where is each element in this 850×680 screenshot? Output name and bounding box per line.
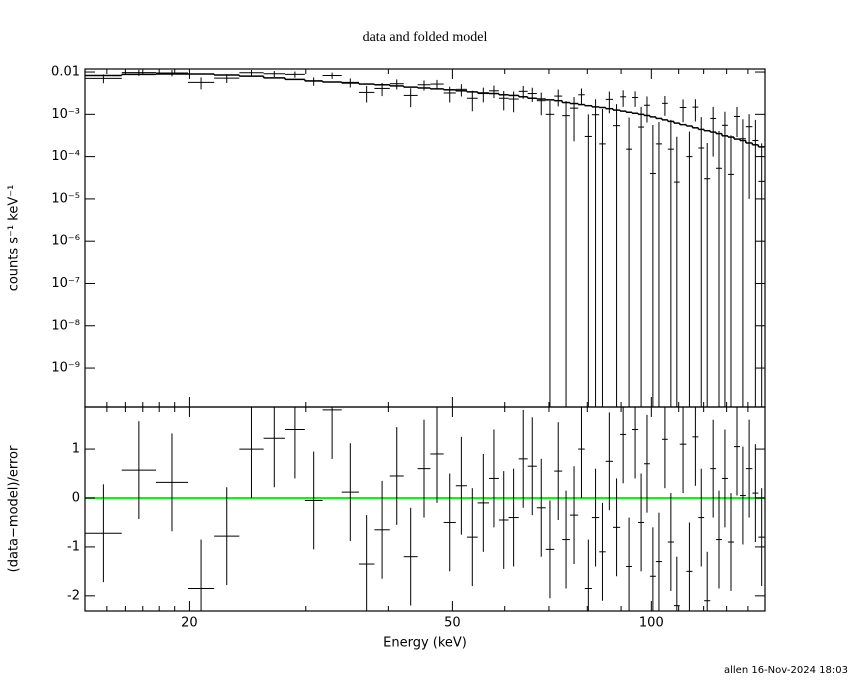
y-tick-label: 1 <box>72 442 80 457</box>
footer: allen 16-Nov-2024 18:03 <box>724 665 848 676</box>
y-axis-label: counts s⁻¹ keV⁻¹ <box>7 185 22 292</box>
y-tick-label: 10⁻⁵ <box>51 191 80 206</box>
y-tick-label: -2 <box>67 588 80 603</box>
y-tick-label: 10⁻³ <box>51 107 80 122</box>
y-tick-label: 10⁻⁴ <box>51 149 80 164</box>
chart-title: data and folded model <box>363 30 488 45</box>
y-tick-label: 0 <box>72 490 80 505</box>
residual-panel <box>85 407 765 611</box>
y-tick-label: 0.01 <box>51 65 80 80</box>
y-tick-label: 10⁻⁹ <box>51 361 80 376</box>
spectrum-panel <box>85 69 765 407</box>
x-tick-label: 100 <box>639 616 664 631</box>
y-axis-label: (data−model)/error <box>7 445 22 572</box>
x-tick-label: 50 <box>444 616 461 631</box>
axes: 0.01 10⁻³ 10⁻⁴ 10⁻⁵ 10⁻⁶ 10⁻⁷ 10⁻⁸ 10⁻⁹ -2 -1 0 1 20… <box>51 65 765 631</box>
y-tick-label: 10⁻⁷ <box>51 276 80 291</box>
x-axis-label: Energy (keV) <box>383 636 467 651</box>
frame <box>84 406 766 612</box>
x-tick-label: 20 <box>181 616 198 631</box>
y-tick-label: 10⁻⁶ <box>51 234 80 249</box>
y-tick-label: 10⁻⁸ <box>51 318 80 333</box>
y-tick-label: -1 <box>67 539 80 554</box>
